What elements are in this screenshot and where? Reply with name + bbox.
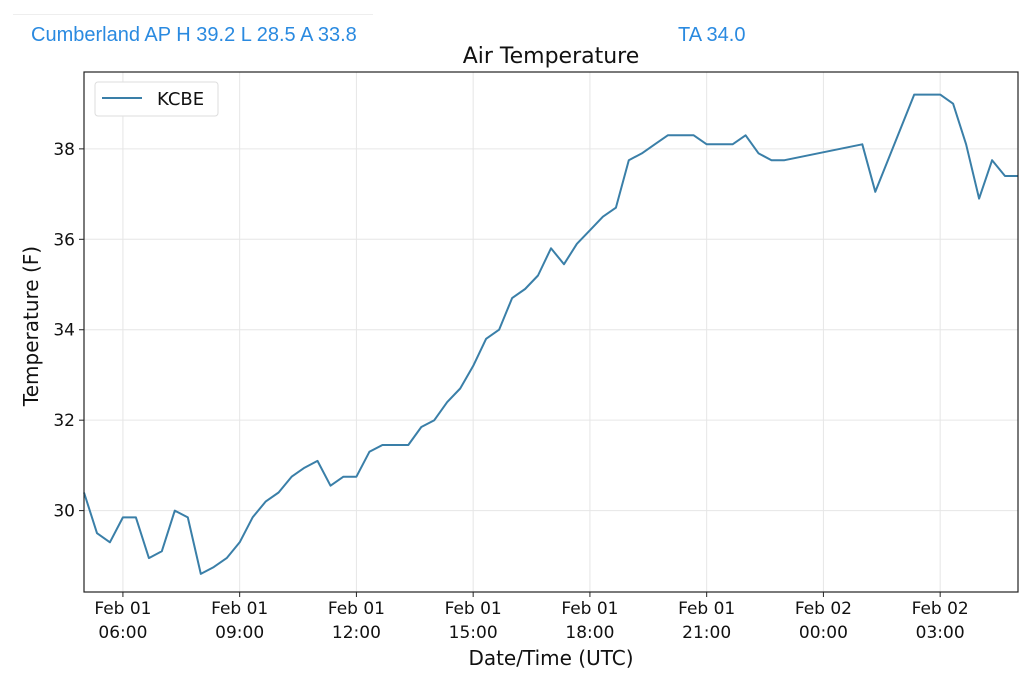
x-tick-label-date: Feb 01 [678, 599, 735, 619]
y-axis: 30 32 34 36 38 [53, 140, 84, 522]
legend: KCBE [94, 81, 219, 117]
x-tick-label-date: Feb 01 [94, 599, 151, 619]
x-tick-label-time: 21:00 [682, 623, 731, 643]
y-tick-label: 32 [53, 411, 75, 431]
plot-frame [83, 71, 1019, 593]
series-line-kcbe [83, 93, 1018, 575]
x-tick-label-date: Feb 01 [211, 599, 268, 619]
x-tick-label-time: 03:00 [916, 623, 965, 643]
x-tick-label-time: 00:00 [799, 623, 848, 643]
x-tick-label-time: 18:00 [565, 623, 614, 643]
legend-box [94, 81, 219, 117]
station-summary: Cumberland AP H 39.2 L 28.5 A 33.8 [31, 24, 357, 46]
x-tick-label-date: Feb 01 [328, 599, 385, 619]
x-tick-label-time: 15:00 [449, 623, 498, 643]
y-tick-label: 38 [53, 140, 75, 160]
header-divider [13, 14, 373, 15]
grid [84, 72, 1018, 592]
x-tick-label-date: Feb 01 [445, 599, 502, 619]
x-tick-label-time: 12:00 [332, 623, 381, 643]
chart-title: Air Temperature [463, 44, 640, 69]
legend-label: KCBE [157, 89, 204, 110]
x-tick-label-date: Feb 02 [795, 599, 852, 619]
x-tick-label-time: 09:00 [215, 623, 264, 643]
y-axis-label: Temperature (F) [19, 246, 43, 407]
x-tick-label-time: 06:00 [98, 623, 147, 643]
y-tick-label: 36 [53, 230, 75, 250]
x-tick-label-date: Feb 01 [561, 599, 618, 619]
y-tick-label: 34 [53, 321, 75, 341]
x-tick-label-date: Feb 02 [912, 599, 969, 619]
x-axis-label: Date/Time (UTC) [468, 646, 633, 670]
y-tick-label: 30 [53, 502, 75, 522]
x-axis: Feb 01 06:00 Feb 01 09:00 Feb 01 12:00 Feb 01 1… [94, 592, 969, 643]
ta-readout: TA 34.0 [678, 24, 746, 46]
